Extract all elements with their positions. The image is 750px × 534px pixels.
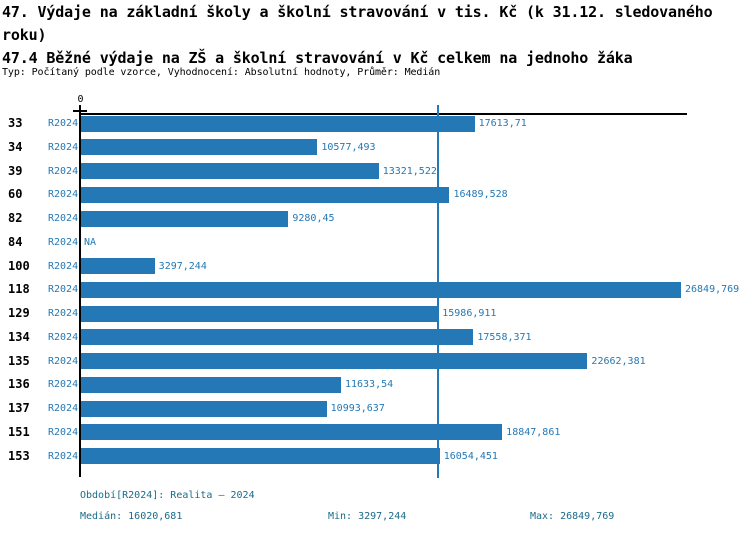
bar (81, 400, 327, 417)
footer-period-label: Období[R2024]: Realita – 2024 (80, 490, 255, 501)
bar (81, 115, 475, 132)
bar (81, 210, 289, 227)
row-period-label: R2024 (48, 426, 79, 438)
bar (81, 329, 474, 346)
row-category-label: 118 (8, 282, 30, 297)
footer-median-value: Medián: 16020,681 (80, 511, 183, 522)
axis-zero-tick-label: 0 (77, 94, 84, 105)
bar-value-label: 11633,54 (344, 379, 394, 391)
bar (81, 163, 379, 179)
category-axis-line (79, 105, 81, 477)
bar (81, 448, 440, 464)
value-axis-line (79, 113, 687, 115)
row-category-label: 100 (8, 258, 30, 273)
row-category-label: 82 (8, 211, 23, 225)
bar-value-label: 9280,45 (292, 213, 335, 224)
row-period-label: R2024 (48, 118, 79, 129)
footer-max-value: Max: 26849,769 (530, 511, 615, 522)
row-period-label: R2024 (48, 379, 79, 391)
chart-title-line1: 47. Výdaje na základní školy a školní st… (2, 3, 713, 21)
row-category-label: 151 (8, 424, 30, 439)
bar (81, 281, 681, 298)
row-period-label: R2024 (48, 308, 79, 319)
row-category-label: 39 (8, 163, 23, 178)
row-category-label: 60 (8, 187, 23, 202)
row-period-label: R2024 (48, 141, 79, 153)
bar-value-label: 26849,769 (685, 284, 740, 296)
row-category-label: 137 (8, 401, 30, 415)
row-category-label: 33 (8, 116, 23, 130)
bar-value-label: NA (84, 236, 97, 248)
row-period-label: R2024 (48, 213, 79, 224)
chart-meta-line: Typ: Počítaný podle vzorce, Vyhodnocení:… (2, 67, 441, 78)
footer-min-value: Min: 3297,244 (328, 511, 407, 522)
row-period-label: R2024 (48, 189, 79, 201)
bar-value-label: 10577,493 (321, 141, 376, 153)
row-period-label: R2024 (48, 236, 79, 248)
row-category-label: 136 (8, 377, 30, 392)
bar (81, 424, 503, 441)
bar-value-label: 15986,911 (442, 308, 497, 319)
row-category-label: 153 (8, 448, 30, 463)
bar (81, 305, 439, 322)
axis-zero-tick-mark (73, 110, 87, 112)
row-period-label: R2024 (48, 331, 79, 343)
row-category-label: 134 (8, 329, 30, 344)
row-period-label: R2024 (48, 450, 79, 462)
bar-value-label: 16054,451 (443, 450, 498, 462)
row-period-label: R2024 (48, 403, 79, 414)
bar-value-label: 16489,528 (453, 189, 508, 201)
row-category-label: 34 (8, 139, 23, 154)
bar (81, 186, 450, 203)
bar (81, 353, 588, 369)
bar-value-label: 18847,861 (506, 426, 561, 438)
bar-value-label: 17558,371 (477, 331, 532, 343)
row-period-label: R2024 (48, 284, 79, 296)
row-category-label: 129 (8, 306, 30, 320)
bar-value-label: 22662,381 (591, 355, 646, 367)
bar (81, 258, 155, 274)
row-period-label: R2024 (48, 165, 79, 177)
chart-subtitle: 47.4 Běžné výdaje na ZŠ a školní stravov… (2, 49, 633, 67)
chart-title-line2: roku) (2, 26, 47, 44)
bar (81, 139, 318, 156)
row-period-label: R2024 (48, 260, 79, 272)
row-category-label: 84 (8, 234, 23, 249)
bar-value-label: 10993,637 (330, 403, 385, 414)
bar-value-label: 17613,71 (478, 118, 527, 129)
bar-value-label: 3297,244 (158, 260, 207, 272)
row-category-label: 135 (8, 353, 30, 368)
row-period-label: R2024 (48, 355, 79, 367)
bar-value-label: 13321,522 (382, 165, 437, 177)
bar (81, 376, 341, 393)
